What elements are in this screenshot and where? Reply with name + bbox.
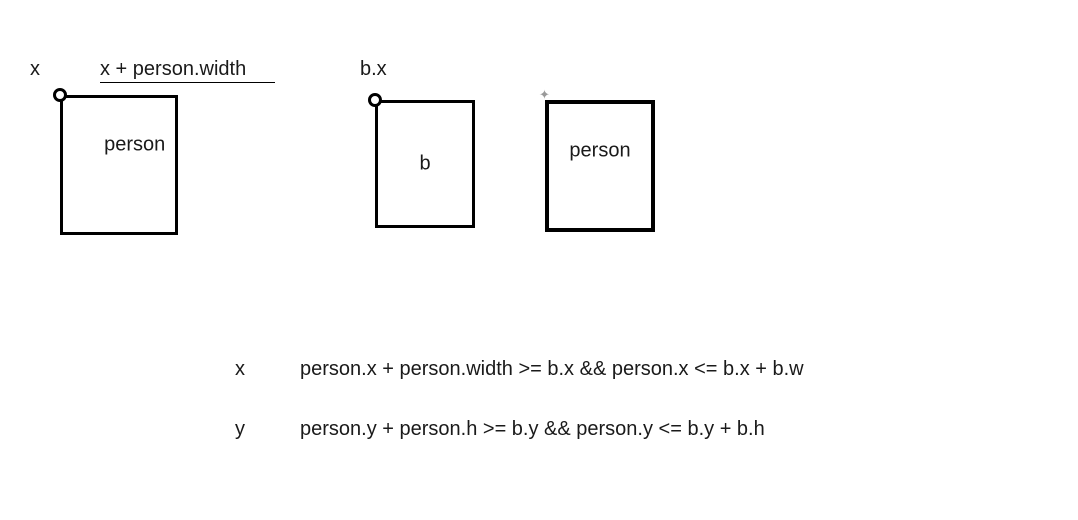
- formula-row-y: y person.y + person.h >= b.y && person.y…: [230, 418, 765, 441]
- formula-row-x: x person.x + person.width >= b.x && pers…: [230, 358, 804, 381]
- origin-dot-icon: [368, 93, 382, 107]
- x-plus-width-label: x + person.width: [100, 58, 246, 81]
- origin-dot-icon: [53, 88, 67, 102]
- formula-y-expression: person.y + person.h >= b.y && person.y <…: [300, 418, 765, 441]
- x-plus-width-underline: [100, 82, 275, 83]
- bx-label: b.x: [360, 58, 387, 81]
- person-box-left-label: person: [104, 133, 165, 156]
- cursor-star-icon: ✦: [539, 88, 550, 101]
- person-box-left: person: [60, 95, 178, 235]
- formula-y-axis-label: y: [230, 418, 250, 441]
- person-box-right-label: person: [569, 140, 630, 163]
- b-box-label: b: [419, 153, 430, 176]
- formula-x-axis-label: x: [230, 358, 250, 381]
- person-box-right: person: [545, 100, 655, 232]
- b-box: b: [375, 100, 475, 228]
- x-coord-label: x: [30, 58, 40, 81]
- formula-x-expression: person.x + person.width >= b.x && person…: [300, 358, 804, 381]
